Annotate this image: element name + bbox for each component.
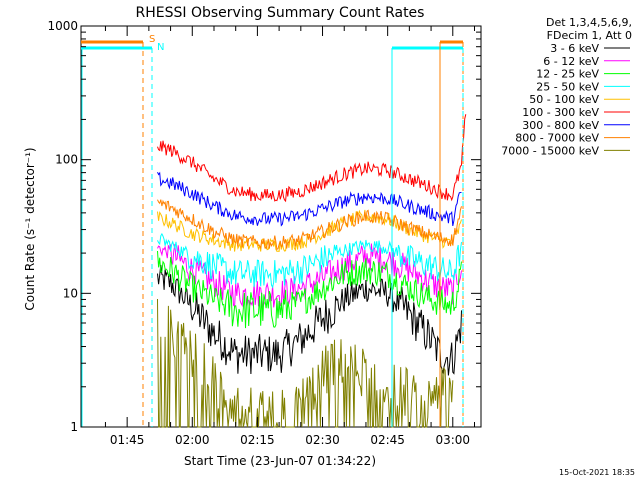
- x-tick-label: 03:00: [435, 433, 470, 447]
- legend-label: 800 - 7000 keV: [515, 132, 599, 145]
- marker-layer: SN: [81, 34, 464, 427]
- marker-s-label: S: [149, 34, 155, 45]
- series-line-7: [157, 171, 462, 227]
- series-line-9: [157, 298, 454, 428]
- legend-label: 3 - 6 keV: [550, 42, 599, 55]
- series-line-2: [157, 243, 462, 309]
- legend-label: 12 - 25 keV: [536, 68, 599, 81]
- y-axis-label: Count Rate (s⁻¹ detector⁻¹): [23, 147, 37, 310]
- y-tick-label: 100: [55, 153, 78, 167]
- marker-n-label: N: [157, 42, 164, 53]
- y-tick-label: 1: [70, 420, 78, 434]
- series-line-3: [157, 250, 462, 329]
- x-tick-label: 02:45: [370, 433, 405, 447]
- legend-label: 7000 - 15000 keV: [501, 144, 599, 157]
- x-tick-label: 02:00: [175, 433, 210, 447]
- series-layer: [157, 114, 467, 428]
- series-line-1: [157, 264, 462, 376]
- legend-header-line-2: FDecim 1, Att 0: [547, 29, 632, 42]
- axis-layer: 1 10 100 1000 01:45 02:00 02:15 02:30 02:45 03:00: [47, 19, 481, 447]
- legend-label: 25 - 50 keV: [536, 80, 599, 93]
- x-tick-label: 02:15: [240, 433, 275, 447]
- legend-label: 50 - 100 keV: [529, 93, 599, 106]
- legend-label: 6 - 12 keV: [543, 55, 599, 68]
- x-axis-label: Start Time (23-Jun-07 01:34:22): [184, 454, 376, 468]
- legend-label: 300 - 800 keV: [522, 119, 599, 132]
- x-tick-label: 02:30: [305, 433, 340, 447]
- legend-label: 100 - 300 keV: [522, 106, 599, 119]
- legend: Det 1,3,4,5,6,9, FDecim 1, Att 0 3 - 6 k…: [501, 16, 632, 157]
- series-line-4: [157, 232, 462, 289]
- y-tick-label: 10: [63, 286, 78, 300]
- y-tick-label: 1000: [47, 19, 78, 33]
- x-tick-label: 01:45: [110, 433, 145, 447]
- chart-title: RHESSI Observing Summary Count Rates: [136, 5, 425, 21]
- plot-area: [80, 25, 482, 428]
- legend-header-line-1: Det 1,3,4,5,6,9,: [546, 16, 632, 29]
- series-line-6: [157, 114, 467, 203]
- footer-timestamp: 15-Oct-2021 18:35: [559, 468, 635, 477]
- series-line-8: [157, 199, 462, 251]
